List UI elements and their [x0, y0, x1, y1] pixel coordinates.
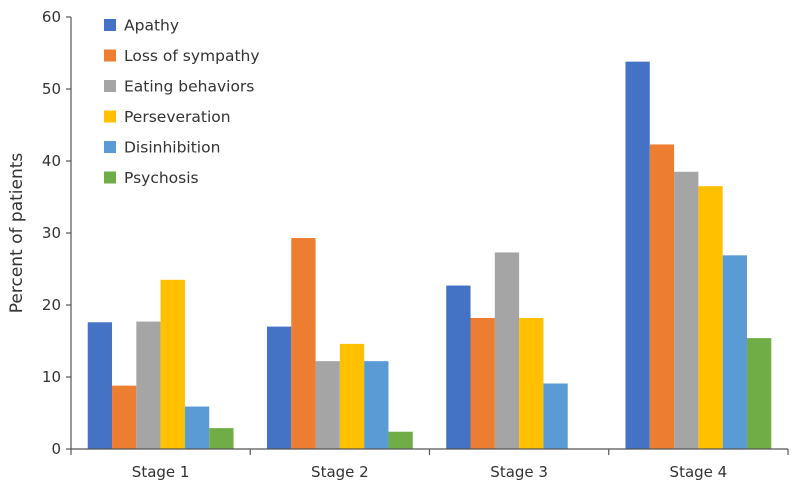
legend-label: Psychosis: [124, 169, 199, 187]
bar: [494, 252, 520, 449]
x-axis: Stage 1 Stage 2 Stage 3 Stage 4: [70, 448, 789, 481]
bar: [674, 171, 699, 450]
bar: [388, 431, 413, 449]
legend: Apathy Loss of sympathy Eating behaviors Pe…: [104, 17, 260, 187]
legend-item: Eating behaviors: [104, 78, 254, 96]
bar: [543, 383, 568, 449]
legend-item: Disinhibition: [104, 139, 220, 157]
legend-item: Perseveration: [104, 108, 231, 126]
y-tick-label: 40: [42, 152, 61, 170]
bar: [625, 61, 650, 449]
y-tick-label: 30: [42, 224, 61, 242]
y-tick-label: 10: [42, 368, 61, 386]
bar: [698, 186, 723, 449]
legend-label: Disinhibition: [124, 139, 220, 157]
legend-item: Loss of sympathy: [104, 47, 260, 65]
legend-swatch: [104, 49, 116, 62]
bars: [87, 61, 772, 450]
bar: [266, 326, 292, 449]
legend-swatch: [104, 110, 116, 123]
bar: [209, 428, 234, 449]
bar: [315, 361, 340, 449]
bar: [339, 343, 365, 449]
bar: [649, 144, 675, 449]
x-tick-label: Stage 1: [132, 463, 190, 481]
y-axis-title: Percent of patients: [7, 153, 27, 314]
bar: [746, 338, 772, 449]
legend-label: Apathy: [124, 17, 179, 35]
bar: [112, 385, 137, 449]
y-tick-label: 50: [42, 80, 61, 98]
bar: [364, 361, 389, 449]
legend-swatch: [104, 141, 116, 153]
x-tick-label: Stage 4: [670, 463, 728, 481]
y-axis: 0 10 20 30 40 50 60: [42, 8, 72, 458]
bar: [291, 238, 316, 449]
y-tick-label: 60: [42, 8, 61, 26]
bar: [519, 317, 544, 449]
bar: [160, 279, 185, 449]
x-tick-label: Stage 3: [490, 463, 548, 481]
y-tick-label: 0: [51, 440, 61, 458]
bar: [446, 285, 471, 449]
legend-item: Psychosis: [104, 169, 199, 187]
legend-swatch: [104, 80, 116, 92]
x-tick-label: Stage 2: [311, 463, 369, 481]
bar: [470, 317, 495, 449]
legend-swatch: [104, 19, 116, 31]
legend-label: Loss of sympathy: [124, 47, 260, 65]
bar: [722, 255, 747, 449]
bar: [136, 321, 161, 449]
y-tick-label: 20: [42, 296, 61, 314]
bar: [184, 406, 210, 449]
legend-label: Eating behaviors: [124, 78, 254, 96]
legend-label: Perseveration: [124, 108, 231, 126]
legend-swatch: [104, 171, 116, 184]
bar: [87, 322, 113, 449]
legend-item: Apathy: [104, 17, 179, 35]
